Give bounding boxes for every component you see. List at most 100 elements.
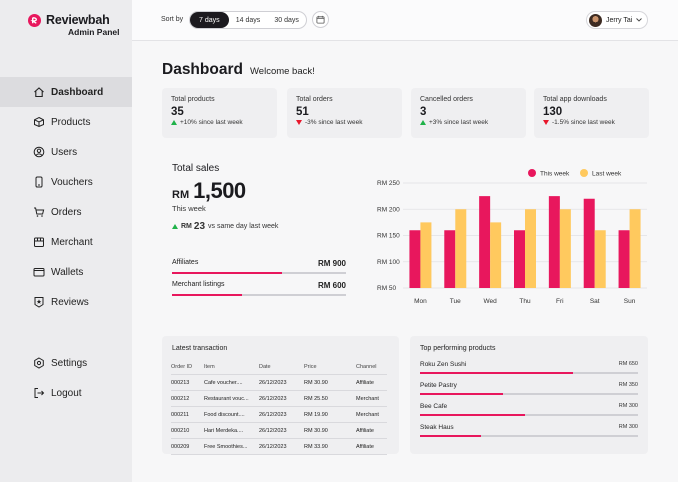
avatar — [589, 13, 602, 27]
product-item[interactable]: Petite Pastry RM 350 — [420, 382, 638, 395]
product-value: RM 300 — [618, 403, 638, 409]
sidebar-item-label: Users — [51, 146, 78, 158]
transactions-table: Order ID Item Date Price Channel 000213 C… — [171, 362, 387, 455]
chevron-down-icon — [636, 18, 643, 22]
sidebar-item-reviews[interactable]: Reviews — [0, 287, 132, 317]
stat-value: 35 — [171, 106, 184, 118]
welcome-text: Welcome back! — [250, 66, 315, 77]
metric-label: Merchant listings — [172, 281, 225, 288]
topbar: Sort by 7 days 14 days 30 days Jerry Tai — [132, 0, 678, 41]
table-cell: Affiliate — [356, 374, 387, 391]
user-menu[interactable]: Jerry Tai — [586, 11, 648, 29]
stat-value: 3 — [420, 106, 427, 118]
stat-value: 130 — [543, 106, 563, 118]
progress-fill — [420, 393, 503, 395]
brand-logo[interactable]: Reviewbah Admin Panel — [28, 13, 119, 38]
sidebar-item-products[interactable]: Products — [0, 107, 132, 137]
sidebar-item-merchant[interactable]: Merchant — [0, 227, 132, 257]
product-item[interactable]: Roku Zen Sushi RM 650 — [420, 361, 638, 374]
table-cell: Food discount.... — [204, 406, 259, 423]
table-cell: 26/12/2023 — [259, 374, 304, 391]
bar-this-week — [583, 198, 595, 288]
star-badge-icon — [34, 297, 44, 308]
metric-label: Affiliates — [172, 259, 199, 266]
sidebar-item-logout[interactable]: Logout — [0, 378, 132, 408]
ticket-icon — [35, 176, 43, 188]
sales-compare: RM 23 vs same day last week — [172, 221, 278, 232]
sidebar-item-label: Products — [51, 116, 91, 128]
table-cell: 000210 — [171, 422, 204, 439]
product-item[interactable]: Steak Haus RM 300 — [420, 424, 638, 437]
compare-currency: RM — [181, 223, 192, 230]
sidebar-item-orders[interactable]: Orders — [0, 197, 132, 227]
sidebar-item-settings[interactable]: Settings — [0, 348, 132, 378]
table-cell: Cafe voucher.... — [204, 374, 259, 391]
stat-card-total-products: Total products 35 +10% since last week — [162, 88, 277, 138]
sidebar-item-wallets[interactable]: Wallets — [0, 257, 132, 287]
stat-trend-text: +3% since last week — [429, 119, 489, 126]
stat-card-total-orders: Total orders 51 -3% since last week — [287, 88, 402, 138]
sort-segmented-control: 7 days 14 days 30 days — [189, 11, 307, 29]
y-tick-label: RM 100 — [377, 259, 400, 266]
sidebar-item-dashboard[interactable]: Dashboard — [0, 77, 132, 107]
card-title: Latest transaction — [172, 345, 228, 352]
product-value: RM 300 — [618, 424, 638, 430]
table-cell: Affiliate — [356, 438, 387, 455]
stat-trend: +3% since last week — [420, 119, 517, 126]
column-header: Date — [259, 362, 304, 375]
sidebar-item-vouchers[interactable]: Vouchers — [0, 167, 132, 197]
bar-last-week — [629, 209, 641, 288]
sidebar-item-label: Vouchers — [51, 176, 93, 188]
progress-fill — [420, 372, 573, 374]
bar-this-week — [514, 230, 525, 288]
x-tick-label: Thu — [519, 298, 531, 305]
table-cell: Restaurant vouc... — [204, 390, 259, 407]
sort-option-14-days[interactable]: 14 days — [235, 16, 261, 24]
table-row[interactable]: 000212 Restaurant vouc... 26/12/2023 RM 25.… — [171, 390, 387, 407]
product-value: RM 350 — [618, 382, 638, 388]
table-cell: Affiliate — [356, 422, 387, 439]
stat-value: 51 — [296, 106, 309, 118]
brand-subtitle: Admin Panel — [68, 27, 120, 37]
bar-this-week — [444, 230, 456, 288]
table-row[interactable]: 000209 Free Smoothies... 26/12/2023 RM 33.9… — [171, 438, 387, 455]
sort-option-7-days[interactable]: 7 days — [190, 12, 229, 28]
table-cell: 000209 — [171, 438, 204, 455]
column-header: Price — [304, 362, 356, 375]
product-name: Petite Pastry — [420, 382, 457, 389]
metric-affiliates: Affiliates RM 900 — [172, 259, 346, 274]
legend-label: Last week — [592, 171, 622, 178]
stat-label: Total app downloads — [543, 96, 607, 103]
box-icon — [34, 116, 44, 128]
sales-value: 1,500 — [193, 178, 246, 203]
product-item[interactable]: Bee Cafe RM 300 — [420, 403, 638, 416]
sales-period: This week — [172, 204, 206, 213]
calendar-button[interactable] — [312, 11, 329, 28]
x-tick-label: Sat — [590, 298, 600, 305]
sidebar-item-users[interactable]: Users — [0, 137, 132, 167]
sidebar-item-label: Reviews — [51, 296, 89, 308]
stat-trend: +10% since last week — [171, 119, 268, 126]
table-cell: 26/12/2023 — [259, 390, 304, 407]
x-tick-label: Wed — [484, 298, 498, 305]
bar-last-week — [490, 222, 502, 288]
table-cell: RM 30.90 — [304, 422, 356, 439]
top-products-card: Top performing products Roku Zen Sushi RM… — [410, 336, 648, 454]
table-row[interactable]: 000211 Food discount.... 26/12/2023 RM 19.9… — [171, 406, 387, 423]
sidebar-item-label: Logout — [51, 387, 82, 399]
sort-option-30-days[interactable]: 30 days — [274, 16, 299, 24]
table-cell: 000213 — [171, 374, 204, 391]
table-row[interactable]: 000210 Hari Merdeka.... 26/12/2023 RM 30.90… — [171, 422, 387, 439]
metric-merchant-listings: Merchant listings RM 600 — [172, 281, 346, 296]
legend-swatch — [580, 169, 588, 177]
table-row[interactable]: 000213 Cafe voucher.... 26/12/2023 RM 30.90… — [171, 374, 387, 391]
sidebar-item-label: Settings — [51, 357, 88, 369]
bar-last-week — [455, 209, 467, 288]
trend-up-icon — [171, 120, 177, 125]
sort-label: Sort by — [161, 16, 184, 23]
sales-title: Total sales — [172, 163, 220, 174]
table-cell: RM 30.90 — [304, 374, 356, 391]
cart-icon — [34, 207, 45, 217]
x-tick-label: Tue — [450, 298, 461, 305]
progress-track — [420, 435, 638, 437]
